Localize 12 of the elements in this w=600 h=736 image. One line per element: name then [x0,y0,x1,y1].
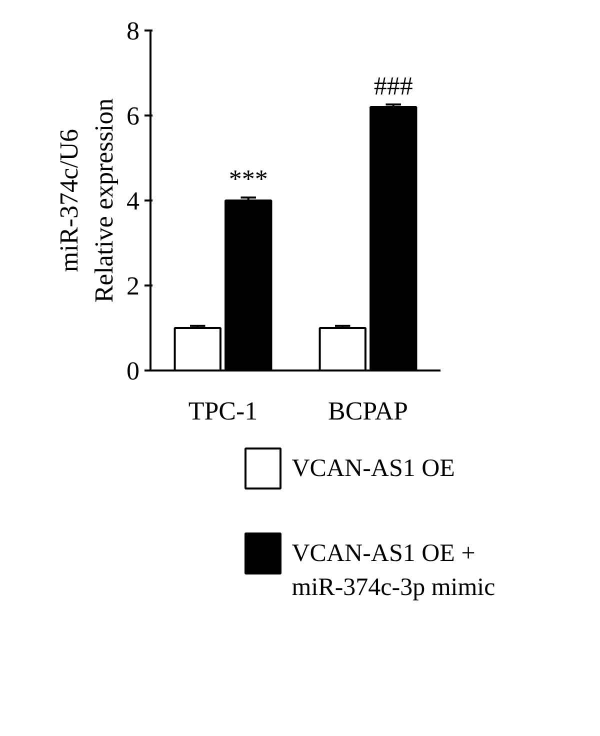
y-tick-label: 6 [126,102,140,130]
y-axis-title: miR-374c/U6 Relative expression [54,98,118,303]
legend-label: VCAN-AS1 OE [292,455,455,482]
y-tick-label: 2 [126,272,140,300]
annotation: *** [228,164,268,194]
annotation: ### [374,71,413,100]
y-tick-label: 4 [126,186,140,216]
y-tick-label: 0 [126,356,140,386]
x-tick-label: BCPAP [328,396,408,426]
y-tick-label: 8 [126,16,140,46]
legend-label: VCAN-AS1 OE + miR-374c-3p mimic [292,540,496,601]
x-tick-label: TPC-1 [188,396,258,426]
